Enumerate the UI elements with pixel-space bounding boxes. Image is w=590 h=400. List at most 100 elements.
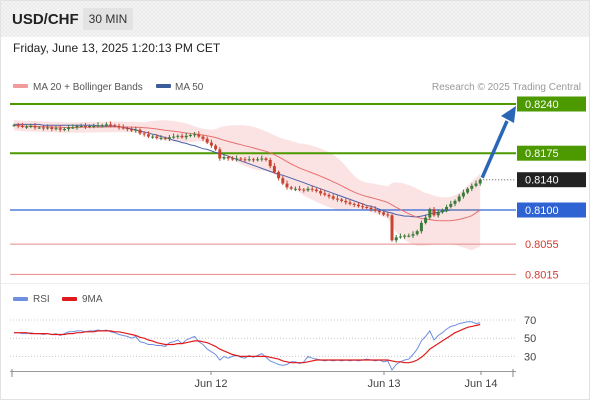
resistance-label-box bbox=[517, 96, 586, 112]
candle-body bbox=[453, 200, 457, 204]
candle-body bbox=[138, 129, 142, 134]
rsi-panel: 70 50 30 bbox=[10, 315, 536, 371]
candle-body bbox=[96, 125, 100, 127]
ma50-line bbox=[14, 123, 481, 218]
candle-body bbox=[209, 142, 213, 146]
candle-body bbox=[440, 210, 444, 213]
candle-body bbox=[243, 159, 247, 161]
chart-header: USD/CHF 30 MIN bbox=[1, 1, 589, 37]
candle-body bbox=[16, 125, 20, 127]
candle-body bbox=[323, 193, 327, 195]
candle-body bbox=[428, 209, 432, 218]
rsi-ma-legend-label: 9MA bbox=[82, 294, 103, 305]
candle-body bbox=[398, 236, 402, 238]
candle-body bbox=[214, 145, 218, 150]
candle-body bbox=[306, 188, 310, 191]
timestamp: Friday, June 13, 2025 1:20:13 PM CET bbox=[13, 41, 221, 55]
candle-body bbox=[41, 127, 45, 129]
candle-body bbox=[121, 127, 125, 129]
candle-body bbox=[104, 124, 108, 126]
candle-body bbox=[176, 135, 180, 137]
candle-body bbox=[201, 136, 205, 139]
candle-body bbox=[390, 215, 394, 241]
candle-body bbox=[20, 126, 24, 127]
candle-body bbox=[335, 198, 339, 200]
pivot-label-box bbox=[517, 202, 586, 218]
candle-body bbox=[382, 212, 386, 215]
research-credit: Research © 2025 Trading Central bbox=[432, 82, 581, 93]
timeframe-badge[interactable]: 30 MIN bbox=[83, 8, 133, 30]
candle-body bbox=[281, 178, 285, 184]
candle-body bbox=[226, 157, 230, 159]
candle-body bbox=[314, 189, 318, 192]
candle-body bbox=[197, 134, 201, 137]
key-levels bbox=[10, 103, 516, 275]
ma20-legend-swatch bbox=[13, 84, 28, 88]
currency-pair-title: USD/CHF bbox=[12, 11, 79, 28]
candle-body bbox=[222, 157, 226, 159]
candle-body bbox=[461, 192, 465, 197]
forecast-arrow bbox=[480, 106, 516, 179]
candle-body bbox=[386, 214, 390, 216]
candle-body bbox=[285, 183, 289, 188]
candle-body bbox=[235, 158, 239, 160]
candle-body bbox=[167, 137, 171, 139]
candle-body bbox=[327, 194, 331, 197]
candle-body bbox=[54, 128, 58, 130]
candle-body bbox=[37, 127, 41, 129]
candle-body bbox=[407, 235, 411, 237]
candle-body bbox=[88, 126, 92, 127]
candle-body bbox=[117, 126, 121, 128]
candle-body bbox=[340, 199, 344, 201]
last-level-label: 0.8140 bbox=[525, 175, 559, 187]
pivot-level-label: 0.8100 bbox=[525, 205, 559, 217]
rsi-tick-label: 50 bbox=[524, 333, 536, 345]
rsi-tick-label: 70 bbox=[524, 315, 536, 327]
candle-body bbox=[151, 136, 155, 138]
candle-body bbox=[474, 183, 478, 186]
candle-body bbox=[424, 217, 428, 223]
candle-body bbox=[319, 191, 323, 194]
candle-body bbox=[449, 203, 453, 207]
candle-body bbox=[134, 129, 138, 131]
candle-body bbox=[125, 128, 129, 130]
candle-body bbox=[277, 172, 281, 179]
candle-body bbox=[230, 158, 234, 160]
ma50-legend-swatch bbox=[156, 84, 171, 88]
ma50-legend-label: MA 50 bbox=[175, 82, 204, 93]
candle-body bbox=[298, 188, 302, 190]
candle-body bbox=[369, 207, 373, 210]
rsi-ma-legend-swatch bbox=[62, 297, 77, 301]
candle-body bbox=[256, 159, 260, 161]
candle-body bbox=[478, 179, 482, 184]
candle-body bbox=[155, 136, 159, 139]
candle-body bbox=[193, 134, 197, 136]
candle-body bbox=[419, 222, 423, 232]
ma20-legend-label: MA 20 + Bollinger Bands bbox=[33, 82, 143, 93]
candle-body bbox=[247, 159, 251, 161]
candle-body bbox=[172, 136, 176, 138]
candle-body bbox=[394, 237, 398, 241]
candle-body bbox=[310, 188, 314, 190]
candle-body bbox=[113, 125, 117, 127]
candle-body bbox=[62, 129, 66, 130]
candle-body bbox=[184, 135, 188, 138]
candle-body bbox=[361, 206, 365, 208]
candle-body bbox=[365, 207, 369, 208]
candle-body bbox=[293, 188, 297, 190]
candle-body bbox=[163, 138, 167, 140]
candle-body bbox=[377, 210, 381, 213]
candle-body bbox=[264, 158, 268, 160]
candle-body bbox=[12, 125, 16, 127]
candle-body bbox=[411, 234, 415, 236]
candle-body bbox=[75, 126, 79, 128]
bollinger-band bbox=[14, 119, 481, 251]
resistance-level-label: 0.8175 bbox=[525, 148, 559, 160]
candle-body bbox=[268, 160, 272, 167]
candle-body bbox=[415, 231, 419, 235]
candle-body bbox=[67, 127, 71, 129]
rsi-tick-label: 30 bbox=[524, 351, 536, 363]
candle-body bbox=[352, 203, 356, 205]
candle-body bbox=[92, 126, 96, 127]
